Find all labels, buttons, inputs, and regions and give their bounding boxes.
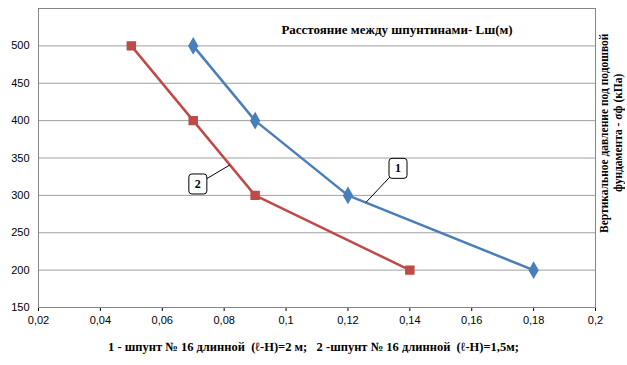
svg-text:0,18: 0,18 [523, 314, 544, 326]
svg-text:0,02: 0,02 [28, 314, 49, 326]
svg-text:0,1: 0,1 [278, 314, 293, 326]
svg-text:400: 400 [11, 114, 29, 126]
svg-text:0,08: 0,08 [213, 314, 234, 326]
svg-text:250: 250 [11, 226, 29, 238]
svg-text:0,16: 0,16 [461, 314, 482, 326]
svg-text:0,2: 0,2 [588, 314, 603, 326]
svg-text:0,12: 0,12 [337, 314, 358, 326]
svg-text:Расстояние между шпунтинами- L: Расстояние между шпунтинами- Lш(м) [281, 22, 512, 37]
svg-text:350: 350 [11, 152, 29, 164]
svg-text:300: 300 [11, 189, 29, 201]
html-text:Вертикальное давление под подо: Вертикальное давление под подошвой фунда… [598, 33, 624, 233]
svg-text:0,06: 0,06 [152, 314, 173, 326]
svg-text:450: 450 [11, 77, 29, 89]
svg-text:200: 200 [11, 264, 29, 276]
svg-text:0,04: 0,04 [90, 314, 111, 326]
svg-text:0,14: 0,14 [399, 314, 420, 326]
html-text:1 - шпунт № 16 длинной (ℓ-H)=2: 1 - шпунт № 16 длинной (ℓ-H)=2 м; 2 -шпу… [108, 340, 519, 354]
svg-text:150: 150 [11, 301, 29, 313]
svg-text:500: 500 [11, 39, 29, 51]
svg-text:1: 1 [395, 161, 401, 175]
svg-text:2: 2 [195, 177, 201, 191]
